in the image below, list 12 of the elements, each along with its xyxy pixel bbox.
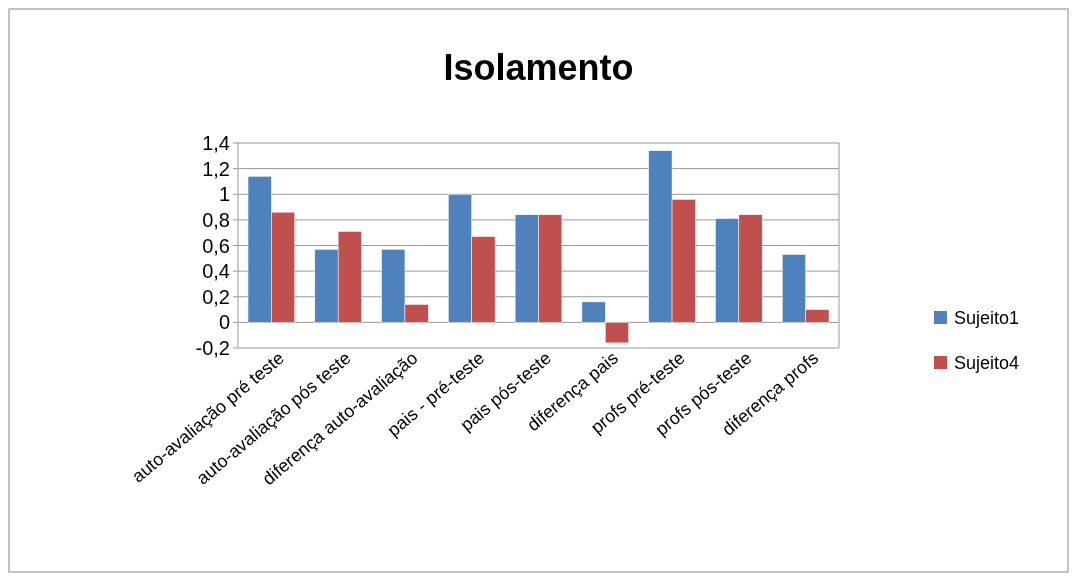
chart-title: Isolamento — [443, 47, 634, 88]
y-tick-label: 1 — [218, 183, 230, 206]
y-tick-label: 1,2 — [202, 157, 230, 180]
legend-label: Sujeito1 — [954, 308, 1020, 329]
legend-label: Sujeito4 — [954, 353, 1020, 374]
y-tick-label: 0,4 — [202, 260, 230, 283]
y-tick-label: 0,8 — [202, 208, 230, 231]
y-tick-label: -0,2 — [195, 337, 230, 359]
y-tick-label: 0,2 — [202, 285, 230, 308]
y-tick-label: 1,4 — [202, 132, 230, 154]
y-tick-label: 0 — [218, 311, 230, 334]
y-tick-label: 0,6 — [202, 234, 230, 257]
